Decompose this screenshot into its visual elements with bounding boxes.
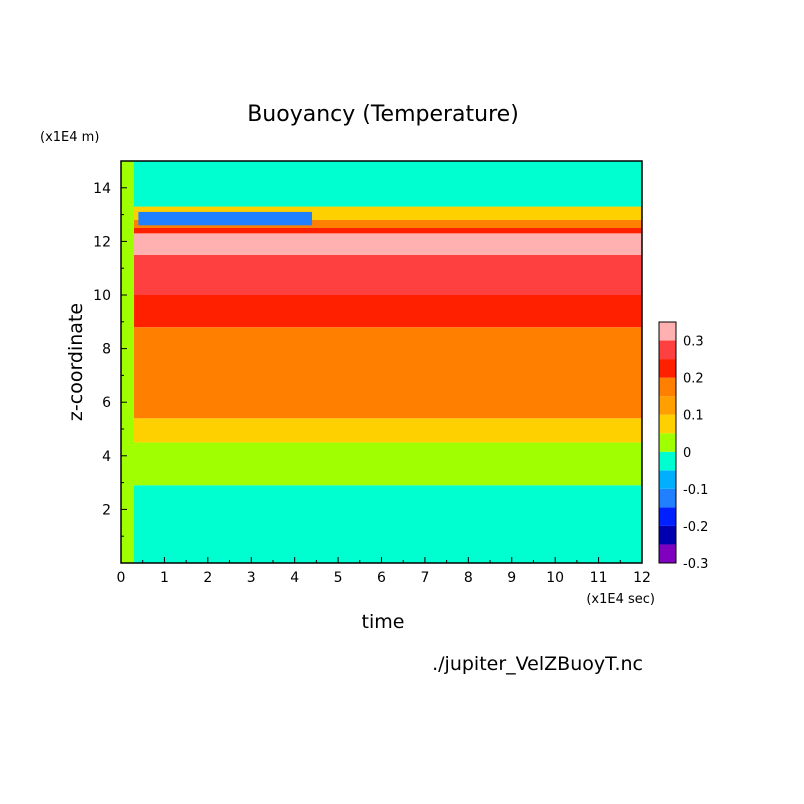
contour-band-10: [121, 161, 642, 207]
x-axis-unit: (x1E4 sec): [586, 592, 655, 607]
x-tick-label: 2: [203, 570, 212, 586]
source-file-label: ./jupiter_VelZBuoyT.nc: [432, 653, 643, 675]
colorbar-swatch: [659, 359, 676, 378]
colorbar-swatch: [659, 507, 676, 526]
y-tick-label: 10: [93, 288, 111, 304]
contour-band-1: [121, 442, 642, 486]
y-tick-label: 14: [93, 181, 111, 197]
x-tick-label: 9: [507, 570, 516, 586]
colorbar-tick-label: -0.1: [683, 483, 708, 498]
colorbar-frame: [658, 321, 677, 564]
colorbar-swatch: [659, 396, 676, 415]
contour-bands: [121, 161, 642, 563]
colorbar-tick-label: 0.1: [683, 409, 704, 424]
contour-band-3: [121, 327, 642, 419]
contour-features: [121, 161, 313, 563]
x-tick-label: 11: [590, 570, 608, 586]
colorbar-swatch: [659, 470, 676, 489]
chart-title: Buoyancy (Temperature): [247, 102, 519, 127]
colorbar-swatch: [659, 525, 676, 545]
colorbar-tick-label: -0.2: [683, 520, 708, 535]
contour-band-6: [121, 233, 642, 255]
plot-area: [120, 160, 643, 564]
x-tick-label: 10: [546, 570, 564, 586]
x-tick-label: 1: [160, 570, 169, 586]
contour-band-2: [121, 418, 642, 443]
colorbar-swatch: [659, 340, 676, 360]
contour-feature-0: [121, 161, 135, 563]
colorbar-tick-label: 0.2: [683, 372, 704, 387]
y-axis: 2 4 6 8 10 12 14: [93, 181, 127, 537]
colorbar-tick-label: 0: [683, 446, 691, 461]
colorbar-swatch: [659, 488, 676, 508]
x-tick-label: 6: [377, 570, 386, 586]
contour-feature-1: [138, 211, 313, 226]
contour-band-5: [121, 254, 642, 295]
colorbar: 0.3 0.2 0.1 0 -0.1 -0.2 -0.3: [658, 321, 708, 572]
x-axis-label: time: [362, 611, 405, 633]
colorbar-tick-label: 0.3: [683, 335, 704, 350]
y-axis-unit: (x1E4 m): [40, 130, 99, 145]
y-tick-label: 12: [93, 234, 111, 250]
contour-band-8: [121, 219, 642, 228]
colorbar-swatch: [659, 451, 676, 471]
colorbar-swatch: [659, 544, 676, 563]
colorbar-swatch: [659, 414, 676, 434]
x-axis: 0 1 2 3 4 5 6 7 8 9 10 11 12: [117, 557, 651, 586]
x-tick-label: 8: [464, 570, 473, 586]
y-tick-label: 6: [102, 395, 111, 411]
x-tick-label: 5: [334, 570, 343, 586]
x-tick-label: 12: [633, 570, 651, 586]
x-tick-label: 4: [290, 570, 299, 586]
colorbar-swatch: [659, 433, 676, 452]
x-tick-label: 7: [420, 570, 429, 586]
colorbar-swatch: [659, 377, 676, 397]
y-tick-label: 8: [102, 342, 111, 358]
contour-band-4: [121, 295, 642, 328]
y-axis-label: z-coordinate: [65, 303, 87, 421]
y-tick-label: 2: [102, 502, 111, 518]
contour-band-7: [121, 228, 642, 234]
x-tick-label: 0: [117, 570, 126, 586]
contour-band-0: [121, 485, 642, 563]
x-tick-label: 3: [247, 570, 256, 586]
colorbar-tick-label: -0.3: [683, 557, 708, 572]
y-tick-label: 4: [102, 449, 111, 465]
colorbar-swatch: [659, 322, 676, 341]
